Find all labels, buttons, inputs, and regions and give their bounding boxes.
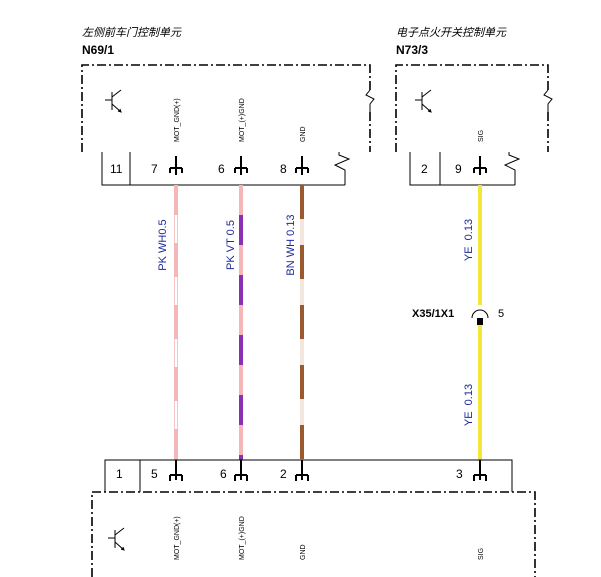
pin-number: 6: [218, 162, 225, 176]
break-mark: [365, 89, 553, 112]
signal-label: SIG: [478, 548, 485, 560]
signal-label: MOT_(+)GND: [239, 98, 246, 142]
module-border: [395, 64, 549, 152]
connector-row: [101, 152, 351, 186]
pin-number: 9: [455, 162, 462, 176]
transistor-icon: [105, 89, 432, 551]
pin-number: 7: [151, 162, 158, 176]
pin-number: 8: [280, 162, 287, 176]
pin-number: 2: [421, 162, 428, 176]
wire-label: PK WH0.5: [157, 219, 169, 270]
module-code: N73/3: [396, 43, 428, 57]
module-name: 左侧前车门控制单元: [82, 26, 182, 39]
pin-number: 5: [151, 467, 158, 481]
module-border: [81, 64, 371, 152]
pin-number: 6: [220, 467, 227, 481]
pin-number: 3: [456, 467, 463, 481]
pin-number: 11: [110, 162, 123, 176]
signal-label: MOT_GND(+): [174, 516, 181, 560]
wire-label: PK VT 0.5: [225, 220, 237, 270]
module-code: N69/1: [82, 43, 114, 57]
module-border: [91, 491, 536, 577]
wire-label: YE 0.13: [463, 384, 475, 426]
signal-label: SIG: [478, 130, 485, 142]
module-name: 电子点火开关控制单元: [396, 26, 507, 39]
splice-pin: [477, 318, 483, 325]
splice-pin-number: 5: [498, 308, 504, 320]
wire-label: YE 0.13: [463, 219, 475, 261]
pin-number: 2: [280, 467, 287, 481]
labels: MOT_GND(+) MOT_(+)GND GND SIG 11 7 6 8 2 9 PK WH0.…: [110, 98, 485, 560]
pin-number: 1: [116, 467, 123, 481]
signal-label: MOT_(+)GND: [239, 516, 246, 560]
signal-label: GND: [300, 544, 307, 560]
wire-label: BN WH 0.13: [285, 214, 297, 275]
splice-code: X35/1X1: [412, 308, 454, 320]
connector-row: [104, 459, 513, 492]
pin-symbol: [169, 156, 487, 481]
signal-label: MOT_GND(+): [174, 98, 181, 142]
splice-symbol: [471, 309, 489, 319]
signal-label: GND: [300, 126, 307, 142]
